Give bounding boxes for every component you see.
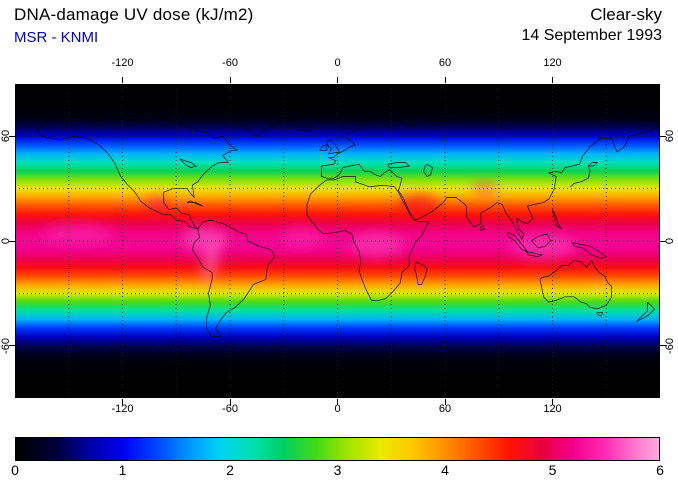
- lon-tick-label-top: 0: [334, 57, 341, 69]
- uv-hotspot: [350, 232, 404, 257]
- lon-tick-top: [552, 77, 553, 83]
- colorbar-tick-label: 5: [548, 462, 557, 478]
- coastline-path: [507, 231, 529, 253]
- coastline-path: [35, 116, 239, 230]
- coastline-path: [192, 219, 276, 338]
- coastline-path: [532, 233, 552, 249]
- lat-tick-left: [9, 240, 15, 242]
- coastline-path: [552, 209, 562, 230]
- lat-tick-right: [660, 345, 666, 347]
- coastline-path: [214, 95, 306, 137]
- coastline-path: [306, 176, 430, 301]
- coastline-path: [570, 162, 599, 188]
- uv-hotspot: [202, 243, 219, 285]
- world-map: [15, 84, 660, 398]
- coastline-path: [186, 200, 204, 207]
- lon-tick-top: [122, 77, 123, 83]
- coastline-path: [387, 162, 410, 169]
- uv-hotspot: [145, 197, 171, 212]
- lon-tick-top: [229, 77, 231, 83]
- lon-tick-label-top: 60: [438, 57, 452, 69]
- lon-tick-top: [444, 77, 446, 83]
- colorbar-tick-label: 6: [656, 462, 664, 478]
- colorbar-tick-label: 3: [333, 462, 342, 478]
- uv-hotspot: [41, 223, 114, 245]
- coastline-path: [179, 158, 197, 169]
- lon-tick-bottom: [552, 399, 553, 405]
- lat-tick-right: [660, 240, 666, 242]
- data-source-label: MSR - KNMI: [14, 29, 99, 46]
- lon-tick-top: [337, 77, 338, 83]
- sky-condition-label: Clear-sky: [590, 5, 662, 24]
- coastline-path: [297, 125, 314, 132]
- lon-tick-label-bottom: -60: [222, 403, 238, 415]
- lon-tick-label-top: -120: [111, 57, 134, 69]
- colorbar-tick-label: 4: [441, 462, 449, 478]
- lon-tick-label-bottom: -120: [111, 403, 134, 415]
- colorbar-tick-label: 1: [118, 462, 127, 478]
- lat-tick-left: [9, 135, 15, 137]
- coastline-path: [480, 224, 485, 231]
- uv-hotspot: [473, 183, 496, 194]
- map-border: [15, 84, 660, 398]
- lon-tick-label-bottom: 120: [543, 403, 562, 415]
- coastline-path: [525, 251, 543, 258]
- coastline-path: [539, 259, 612, 310]
- uv-hotspot: [280, 227, 324, 248]
- colorbar: [15, 437, 660, 461]
- lon-tick-label-bottom: 0: [334, 403, 341, 415]
- lat-tick-left: [9, 345, 15, 347]
- colorbar-tick-label: 0: [11, 462, 19, 478]
- coastline-path: [423, 163, 433, 177]
- latlon-grid: [15, 84, 660, 398]
- uv-hotspot: [181, 227, 229, 252]
- coastline-path: [326, 139, 340, 155]
- coastline-path: [596, 312, 604, 317]
- coastlines: [35, 95, 659, 338]
- lon-tick-bottom: [122, 399, 123, 405]
- lat-tick-right: [660, 135, 666, 137]
- coastline-path: [636, 301, 656, 322]
- coastline-path: [571, 242, 608, 259]
- coastline-path: [414, 261, 428, 285]
- uv-hotspot: [511, 234, 576, 259]
- page-title: DNA-damage UV dose (kJ/m2): [14, 5, 254, 24]
- lon-tick-bottom: [444, 399, 446, 405]
- coastline-path: [321, 104, 659, 241]
- lon-tick-label-bottom: 60: [438, 403, 452, 415]
- lon-tick-label-top: -60: [222, 57, 238, 69]
- colorbar-tick-label: 2: [226, 462, 234, 478]
- lon-tick-bottom: [337, 399, 338, 405]
- lon-tick-bottom: [229, 399, 231, 405]
- coastline-path: [319, 144, 328, 151]
- lon-tick-label-top: 120: [543, 57, 562, 69]
- map-area: [15, 84, 660, 398]
- date-label: 14 September 1993: [521, 27, 662, 44]
